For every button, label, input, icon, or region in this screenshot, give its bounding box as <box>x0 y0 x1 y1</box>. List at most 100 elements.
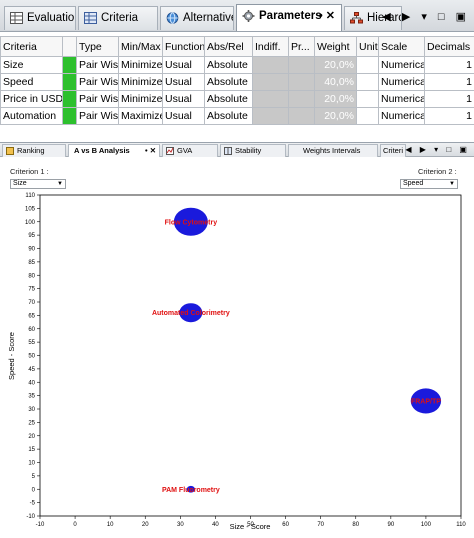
weight-cell: 20,0% <box>315 91 357 108</box>
decimals-cell[interactable]: 1 <box>425 108 474 125</box>
color-swatch[interactable] <box>63 74 77 91</box>
type-cell[interactable]: Pair Wise <box>77 91 119 108</box>
color-swatch[interactable] <box>63 57 77 74</box>
y-tick-label: 105 <box>25 206 36 212</box>
type-cell[interactable]: Pair Wise <box>77 57 119 74</box>
color-swatch[interactable] <box>63 91 77 108</box>
column-header[interactable]: Type <box>77 37 119 57</box>
tab-label: Criteria <box>101 12 138 24</box>
column-header[interactable]: Abs/Rel <box>205 37 253 57</box>
column-header[interactable]: Weight <box>315 37 357 57</box>
globe-icon <box>166 12 179 24</box>
column-header[interactable]: Indiff. <box>253 37 289 57</box>
absrel-cell[interactable]: Absolute <box>205 57 253 74</box>
y-tick-label: -5 <box>30 501 36 507</box>
y-tick-label: 35 <box>28 394 35 400</box>
x-tick-label: 90 <box>387 522 394 528</box>
x-tick-label: 80 <box>352 522 359 528</box>
x-tick-label: 60 <box>282 522 289 528</box>
y-tick-label: 50 <box>28 354 35 360</box>
column-header[interactable]: Function <box>163 37 205 57</box>
tab-parameters[interactable]: Parameters • ✕ <box>236 4 342 31</box>
tab-navigation-controls[interactable]: ◀ ▶ ▾ □ ▣ <box>382 10 470 23</box>
column-header[interactable]: Decimals <box>425 37 474 57</box>
indifference-cell <box>253 108 289 125</box>
function-cell[interactable]: Usual <box>163 91 205 108</box>
indifference-cell <box>253 57 289 74</box>
column-header[interactable]: Criteria <box>1 37 63 57</box>
criteria-table: Criteria Type Min/Max Function Abs/Rel I… <box>0 36 474 125</box>
y-tick-label: 65 <box>28 313 35 319</box>
y-tick-label: 110 <box>25 193 35 199</box>
y-tick-label: 5 <box>32 474 36 480</box>
unit-cell[interactable] <box>357 108 379 125</box>
unit-cell[interactable] <box>357 74 379 91</box>
absrel-cell[interactable]: Absolute <box>205 74 253 91</box>
tab-criteria[interactable]: Criteria <box>78 6 158 30</box>
scale-cell[interactable]: Numerical <box>379 91 425 108</box>
data-point-label: Flow Cytometry <box>165 219 218 226</box>
scale-cell[interactable]: Numerical <box>379 108 425 125</box>
minmax-cell[interactable]: Minimize <box>119 91 163 108</box>
table-row[interactable]: Price in USD Pair Wise Minimize Usual Ab… <box>1 91 474 108</box>
table-icon <box>10 12 23 24</box>
y-tick-label: 70 <box>28 300 35 306</box>
x-tick-label: 10 <box>107 522 114 528</box>
unit-cell[interactable] <box>357 91 379 108</box>
tab-label: Parameters <box>259 10 322 22</box>
function-cell[interactable]: Usual <box>163 57 205 74</box>
criteria-name-cell[interactable]: Price in USD <box>1 91 63 108</box>
preference-cell <box>289 108 315 125</box>
close-icon[interactable]: • ✕ <box>319 5 335 27</box>
scale-cell[interactable]: Numerical <box>379 57 425 74</box>
table-row[interactable]: Speed Pair Wise Minimize Usual Absolute … <box>1 74 474 91</box>
type-cell[interactable]: Pair Wise <box>77 108 119 125</box>
decimals-cell[interactable]: 1 <box>425 91 474 108</box>
y-tick-label: 60 <box>28 327 35 333</box>
absrel-cell[interactable]: Absolute <box>205 108 253 125</box>
table-row[interactable]: Automation Pair Wise Maximize Usual Abso… <box>1 108 474 125</box>
a-vs-b-scatter-plot[interactable]: -10-505101520253035404550556065707580859… <box>0 143 474 538</box>
decimals-cell[interactable]: 1 <box>425 74 474 91</box>
column-header[interactable]: Pr... <box>289 37 315 57</box>
criteria-name-cell[interactable]: Speed <box>1 74 63 91</box>
weight-cell: 20,0% <box>315 108 357 125</box>
criteria-name-cell[interactable]: Size <box>1 57 63 74</box>
tab-alternatives[interactable]: Alternatives <box>160 6 234 30</box>
criteria-name-cell[interactable]: Automation <box>1 108 63 125</box>
function-cell[interactable]: Usual <box>163 108 205 125</box>
color-swatch[interactable] <box>63 108 77 125</box>
absrel-cell[interactable]: Absolute <box>205 91 253 108</box>
y-tick-label: -10 <box>26 514 35 520</box>
y-axis: -10-505101520253035404550556065707580859… <box>25 193 40 520</box>
scale-cell[interactable]: Numerical <box>379 74 425 91</box>
unit-cell[interactable] <box>357 57 379 74</box>
column-header[interactable]: Min/Max <box>119 37 163 57</box>
x-tick-label: 70 <box>317 522 324 528</box>
function-cell[interactable]: Usual <box>163 74 205 91</box>
minmax-cell[interactable]: Maximize <box>119 108 163 125</box>
plot-area <box>40 195 461 516</box>
decimals-cell[interactable]: 1 <box>425 57 474 74</box>
y-axis-label: Speed - Score <box>7 332 16 380</box>
column-header[interactable]: Unit <box>357 37 379 57</box>
indifference-cell <box>253 74 289 91</box>
y-tick-label: 25 <box>28 420 35 426</box>
data-point-label: Automated Colorimetry <box>152 310 230 317</box>
y-tick-label: 85 <box>28 260 35 266</box>
column-header[interactable]: Scale <box>379 37 425 57</box>
minmax-cell[interactable]: Minimize <box>119 57 163 74</box>
tab-evaluations[interactable]: Evaluations <box>4 6 76 30</box>
column-header[interactable] <box>63 37 77 57</box>
weight-cell: 40,0% <box>315 74 357 91</box>
data-point-label: PAM Fluorometry <box>162 487 220 494</box>
table-row[interactable]: Size Pair Wise Minimize Usual Absolute 2… <box>1 57 474 74</box>
preference-cell <box>289 74 315 91</box>
y-tick-label: 75 <box>28 287 35 293</box>
x-tick-label: 30 <box>177 522 184 528</box>
x-tick-label: 110 <box>456 522 466 528</box>
type-cell[interactable]: Pair Wise <box>77 74 119 91</box>
data-point-label: FRAP/TP <box>411 398 441 405</box>
minmax-cell[interactable]: Minimize <box>119 74 163 91</box>
x-axis-label: Size - Score <box>230 522 271 531</box>
